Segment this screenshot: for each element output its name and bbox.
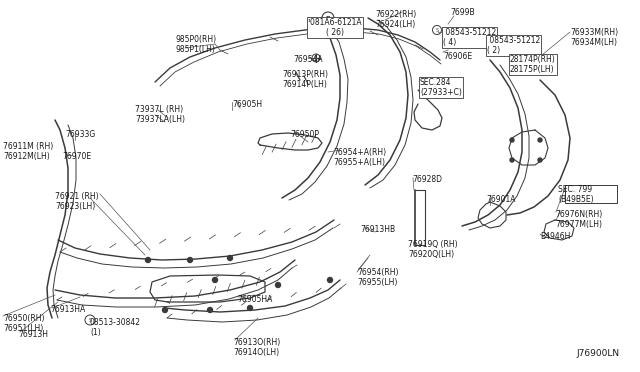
Text: 76922(RH)
76924(LH): 76922(RH) 76924(LH) [375,10,416,29]
Text: ¹081A6-6121A
( 26): ¹081A6-6121A ( 26) [308,18,362,38]
Text: SEC.284
(27933+C): SEC.284 (27933+C) [420,78,462,97]
Text: 08543-51212
( 2): 08543-51212 ( 2) [487,36,540,55]
Circle shape [212,278,218,282]
Text: 76921 (RH)
76923(LH): 76921 (RH) 76923(LH) [55,192,99,211]
Text: B4946H: B4946H [540,232,570,241]
Text: 76913O(RH)
76914O(LH): 76913O(RH) 76914O(LH) [233,338,280,357]
Text: J76900LN: J76900LN [577,349,620,358]
Circle shape [145,257,150,263]
Text: 76919Q (RH)
76920Q(LH): 76919Q (RH) 76920Q(LH) [408,240,458,259]
Circle shape [188,257,193,263]
Text: 76933M(RH)
76934M(LH): 76933M(RH) 76934M(LH) [570,28,618,47]
Text: 08543-51212
( 4): 08543-51212 ( 4) [443,28,496,47]
Circle shape [538,158,542,162]
Text: 76976N(RH)
76977M(LH): 76976N(RH) 76977M(LH) [555,210,602,230]
Text: 985P0(RH)
985P1(LH): 985P0(RH) 985P1(LH) [175,35,216,54]
Text: 76913HB: 76913HB [360,225,395,234]
Text: 76901A: 76901A [486,195,515,204]
Text: 76913P(RH)
76914P(LH): 76913P(RH) 76914P(LH) [282,70,328,89]
Text: 76954A: 76954A [293,55,323,64]
Circle shape [538,138,542,142]
Text: 76913H: 76913H [18,330,48,339]
Text: B: B [326,16,330,20]
Text: 76933G: 76933G [65,130,95,139]
Text: S: S [435,28,438,32]
Text: 28174P(RH)
28175P(LH): 28174P(RH) 28175P(LH) [510,55,556,74]
Text: 76970E: 76970E [62,152,91,161]
Circle shape [510,138,514,142]
Circle shape [275,282,280,288]
Bar [565,185,617,203]
Circle shape [227,256,232,260]
Circle shape [163,308,168,312]
Circle shape [248,305,253,311]
Text: 76954+A(RH)
76955+A(LH): 76954+A(RH) 76955+A(LH) [333,148,386,167]
Text: 08513-30842
(1): 08513-30842 (1) [90,318,141,337]
Text: 76950(RH)
76951(LH): 76950(RH) 76951(LH) [3,314,45,333]
Text: 73937L (RH)
73937LA(LH): 73937L (RH) 73937LA(LH) [135,105,185,124]
Text: 76911M (RH)
76912M(LH): 76911M (RH) 76912M(LH) [3,142,53,161]
Text: 76928D: 76928D [412,175,442,184]
Text: 76905HA: 76905HA [237,295,273,304]
Text: 76905H: 76905H [232,100,262,109]
Text: 7699B: 7699B [450,8,475,17]
Circle shape [510,158,514,162]
Circle shape [207,308,212,312]
Text: S: S [88,317,92,323]
Text: 76954(RH)
76955(LH): 76954(RH) 76955(LH) [357,268,399,288]
Text: 76913HA: 76913HA [50,305,85,314]
Text: S: S [479,35,481,41]
Text: SEC. 799
(B49B5E): SEC. 799 (B49B5E) [558,185,594,204]
Text: 76906E: 76906E [443,52,472,61]
Text: 76950P: 76950P [290,130,319,139]
Circle shape [328,278,333,282]
